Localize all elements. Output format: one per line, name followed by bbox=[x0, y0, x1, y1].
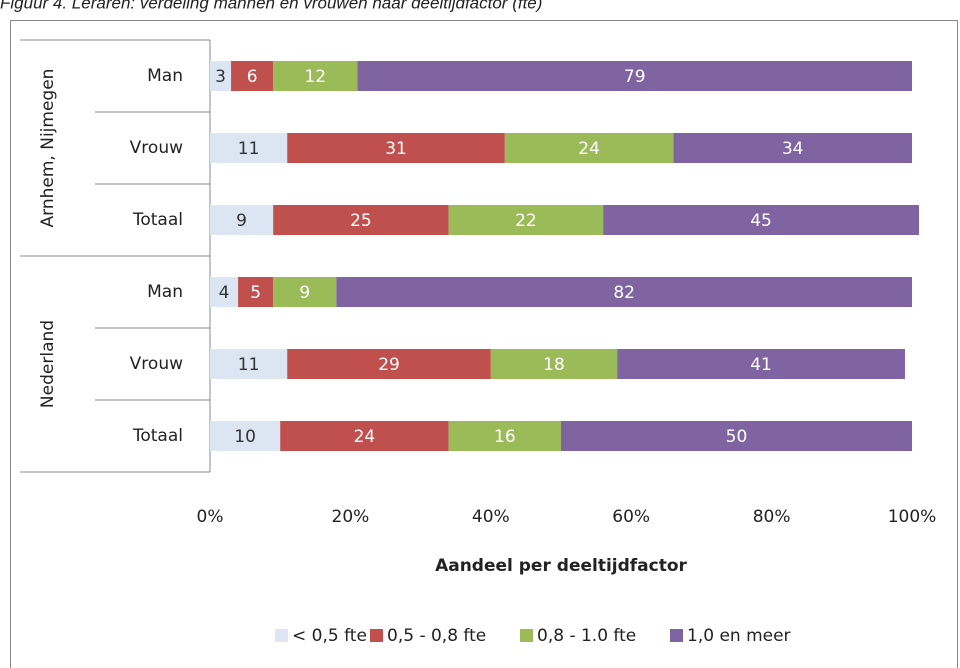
y-tick-label: Vrouw bbox=[130, 138, 183, 158]
bar-label: 10 bbox=[234, 427, 256, 447]
bar-segment bbox=[273, 61, 358, 91]
bar-label: 9 bbox=[299, 283, 310, 303]
bar-segment bbox=[617, 349, 905, 379]
bar-segment bbox=[210, 205, 274, 235]
bar-label: 31 bbox=[385, 139, 407, 159]
legend-label: 1,0 en meer bbox=[687, 626, 791, 646]
bar-label: 18 bbox=[543, 355, 565, 375]
bar-segment bbox=[336, 277, 912, 307]
bar-segment bbox=[504, 133, 674, 163]
bar-segment bbox=[287, 349, 491, 379]
y-tick-label: Man bbox=[147, 282, 183, 302]
bar-segment bbox=[210, 421, 281, 451]
y-tick-label: Totaal bbox=[132, 426, 183, 446]
y-tick-label: Man bbox=[147, 66, 183, 86]
bar-label: 11 bbox=[238, 139, 260, 159]
bar-segment bbox=[357, 61, 912, 91]
bar-segment bbox=[210, 277, 239, 307]
bar-label: 11 bbox=[238, 355, 260, 375]
bar-segment bbox=[273, 277, 337, 307]
bar-segment bbox=[210, 349, 288, 379]
legend-label: < 0,5 fte bbox=[292, 626, 367, 646]
bar-segment bbox=[210, 133, 288, 163]
x-tick-label: 20% bbox=[332, 507, 370, 527]
legend-label: 0,8 - 1.0 fte bbox=[537, 626, 636, 646]
bar-label: 3 bbox=[215, 67, 226, 87]
bar-segment bbox=[273, 205, 449, 235]
bar-label: 25 bbox=[350, 211, 372, 231]
bar-segment bbox=[603, 205, 920, 235]
bar-label: 9 bbox=[236, 211, 247, 231]
y-tick-label: Totaal bbox=[132, 210, 183, 230]
bar-segment bbox=[280, 421, 449, 451]
bar-segment bbox=[561, 421, 912, 451]
bar-segment bbox=[231, 61, 274, 91]
bar-label: 5 bbox=[250, 283, 261, 303]
bar-segment bbox=[448, 421, 561, 451]
x-tick-label: 80% bbox=[753, 507, 791, 527]
group-label: Nederland bbox=[38, 320, 58, 408]
bar-label: 50 bbox=[726, 427, 748, 447]
y-tick-label: Vrouw bbox=[130, 354, 183, 374]
bar-segment bbox=[490, 349, 618, 379]
bar-label: 22 bbox=[515, 211, 537, 231]
bar-label: 6 bbox=[247, 67, 258, 87]
bar-segment bbox=[210, 61, 232, 91]
bar-segment bbox=[287, 133, 505, 163]
bar-segment bbox=[238, 277, 274, 307]
bar-label: 79 bbox=[624, 67, 646, 87]
bar-label: 41 bbox=[750, 355, 772, 375]
legend-swatch bbox=[520, 629, 533, 642]
chart-frame bbox=[10, 20, 958, 668]
bar-label: 24 bbox=[578, 139, 600, 159]
x-tick-label: 40% bbox=[472, 507, 510, 527]
bar-label: 34 bbox=[782, 139, 804, 159]
group-label: Arnhem, Nijmegen bbox=[38, 69, 58, 228]
x-axis-title: Aandeel per deeltijdfactor bbox=[435, 556, 687, 576]
x-tick-label: 100% bbox=[888, 507, 937, 527]
x-tick-label: 60% bbox=[612, 507, 650, 527]
bar-segment bbox=[448, 205, 604, 235]
legend-swatch bbox=[275, 629, 288, 642]
bar-label: 12 bbox=[304, 67, 326, 87]
bar-label: 4 bbox=[219, 283, 230, 303]
bar-label: 29 bbox=[378, 355, 400, 375]
legend-label: 0,5 - 0,8 fte bbox=[387, 626, 486, 646]
bar-label: 45 bbox=[750, 211, 772, 231]
legend-swatch bbox=[370, 629, 383, 642]
bar-segment bbox=[673, 133, 912, 163]
chart-title: Figuur 4. Leraren: verdeling mannen en v… bbox=[0, 0, 542, 12]
x-tick-label: 0% bbox=[197, 507, 224, 527]
bar-label: 82 bbox=[613, 283, 635, 303]
legend-swatch bbox=[670, 629, 683, 642]
bar-label: 16 bbox=[494, 427, 516, 447]
bar-label: 24 bbox=[354, 427, 376, 447]
